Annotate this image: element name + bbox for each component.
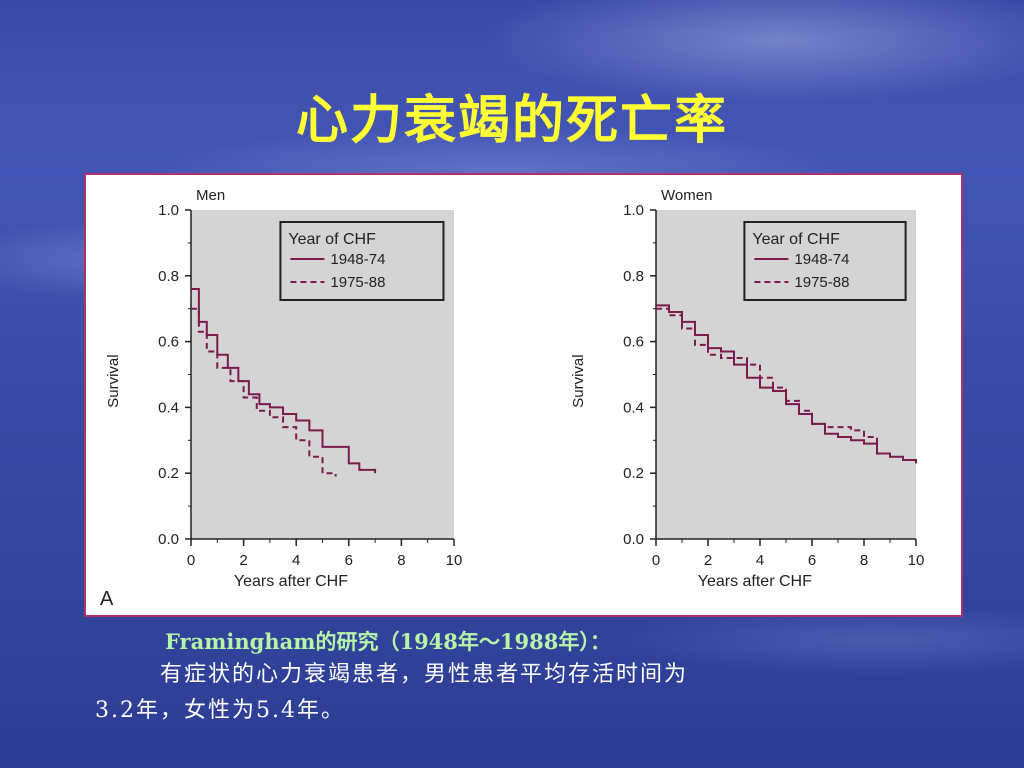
caption: Framingham的研究（1948年～1988年）： 有症状的心力衰竭患者，男…: [95, 627, 935, 729]
y-tick-label-men: 0.4: [158, 399, 179, 416]
x-tick-label-men: 4: [292, 552, 300, 569]
chart-title-men: Men: [196, 187, 225, 204]
x-tick-label-women: 8: [860, 552, 868, 569]
legend-entry-1975-88-men: 1975-88: [330, 274, 385, 291]
y-tick-label-men: 1.0: [158, 202, 179, 219]
x-tick-label-women: 10: [908, 552, 925, 569]
y-axis-label-men: Survival: [105, 354, 122, 407]
slide-title: 心力衰竭的死亡率: [295, 91, 728, 151]
x-tick-label-women: 0: [652, 552, 660, 569]
legend-title-women: Year of CHF: [752, 231, 840, 248]
y-tick-label-men: 0.6: [158, 334, 179, 351]
caption-study: Framingham的研究（1948年～1988年）：: [165, 629, 611, 654]
x-tick-label-women: 2: [704, 552, 712, 569]
legend-entry-1948-74-women: 1948-74: [794, 251, 849, 268]
chart-title-women: Women: [661, 187, 712, 204]
y-tick-label-women: 0.0: [623, 531, 644, 548]
series-1975-88-women: [656, 307, 878, 447]
survival-charts-svg: 0.0 0.2 0.4 0.6 0.8 1.0 0 2 4 6 8 10 Men Years after …: [100, 187, 924, 610]
legend-box-women: [743, 221, 907, 301]
y-tick-label-women: 0.2: [623, 465, 644, 482]
legend-title-men: Year of CHF: [288, 231, 376, 248]
y-axis-label-women: Survival: [570, 354, 587, 407]
chart-men: 0.0 0.2 0.4 0.6 0.8 1.0 0 2 4 6 8 10 Men Years after …: [105, 187, 462, 590]
caption-text-line2: 3.2年，女性为5.4年。: [95, 698, 345, 723]
caption-text-line1: 有症状的心力衰竭患者，男性患者平均存活时间为: [160, 662, 689, 687]
y-tick-label-women: 0.6: [623, 334, 644, 351]
series-1948-74-men: [191, 287, 377, 474]
chart-women: 0.0 0.2 0.4 0.6 0.8 1.0 0 2 4 6 8 10 Women Years afte…: [570, 187, 924, 590]
survival-figure: 0.0 0.2 0.4 0.6 0.8 1.0 0 2 4 6 8 10 Men Years after …: [84, 173, 963, 617]
x-tick-label-men: 10: [446, 552, 463, 569]
y-tick-label-men: 0.2: [158, 465, 179, 482]
x-tick-label-men: 0: [187, 552, 195, 569]
x-tick-label-women: 6: [808, 552, 816, 569]
y-tick-label-men: 0.0: [158, 531, 179, 548]
x-axis-label-men: Years after CHF: [234, 573, 348, 590]
x-tick-label-men: 2: [239, 552, 247, 569]
x-tick-label-men: 8: [397, 552, 405, 569]
x-tick-label-men: 6: [345, 552, 353, 569]
x-axis-label-women: Years after CHF: [698, 573, 812, 590]
legend-entry-1948-74-men: 1948-74: [330, 251, 385, 268]
y-tick-label-men: 0.8: [158, 268, 179, 285]
series-1948-74-women: [656, 304, 917, 464]
y-tick-label-women: 0.8: [623, 268, 644, 285]
x-tick-label-women: 4: [756, 552, 764, 569]
legend-box-men: [279, 221, 445, 301]
legend-entry-1975-88-women: 1975-88: [794, 274, 849, 291]
y-tick-label-women: 0.4: [623, 399, 644, 416]
y-tick-label-women: 1.0: [623, 202, 644, 219]
panel-label: A: [100, 588, 114, 610]
